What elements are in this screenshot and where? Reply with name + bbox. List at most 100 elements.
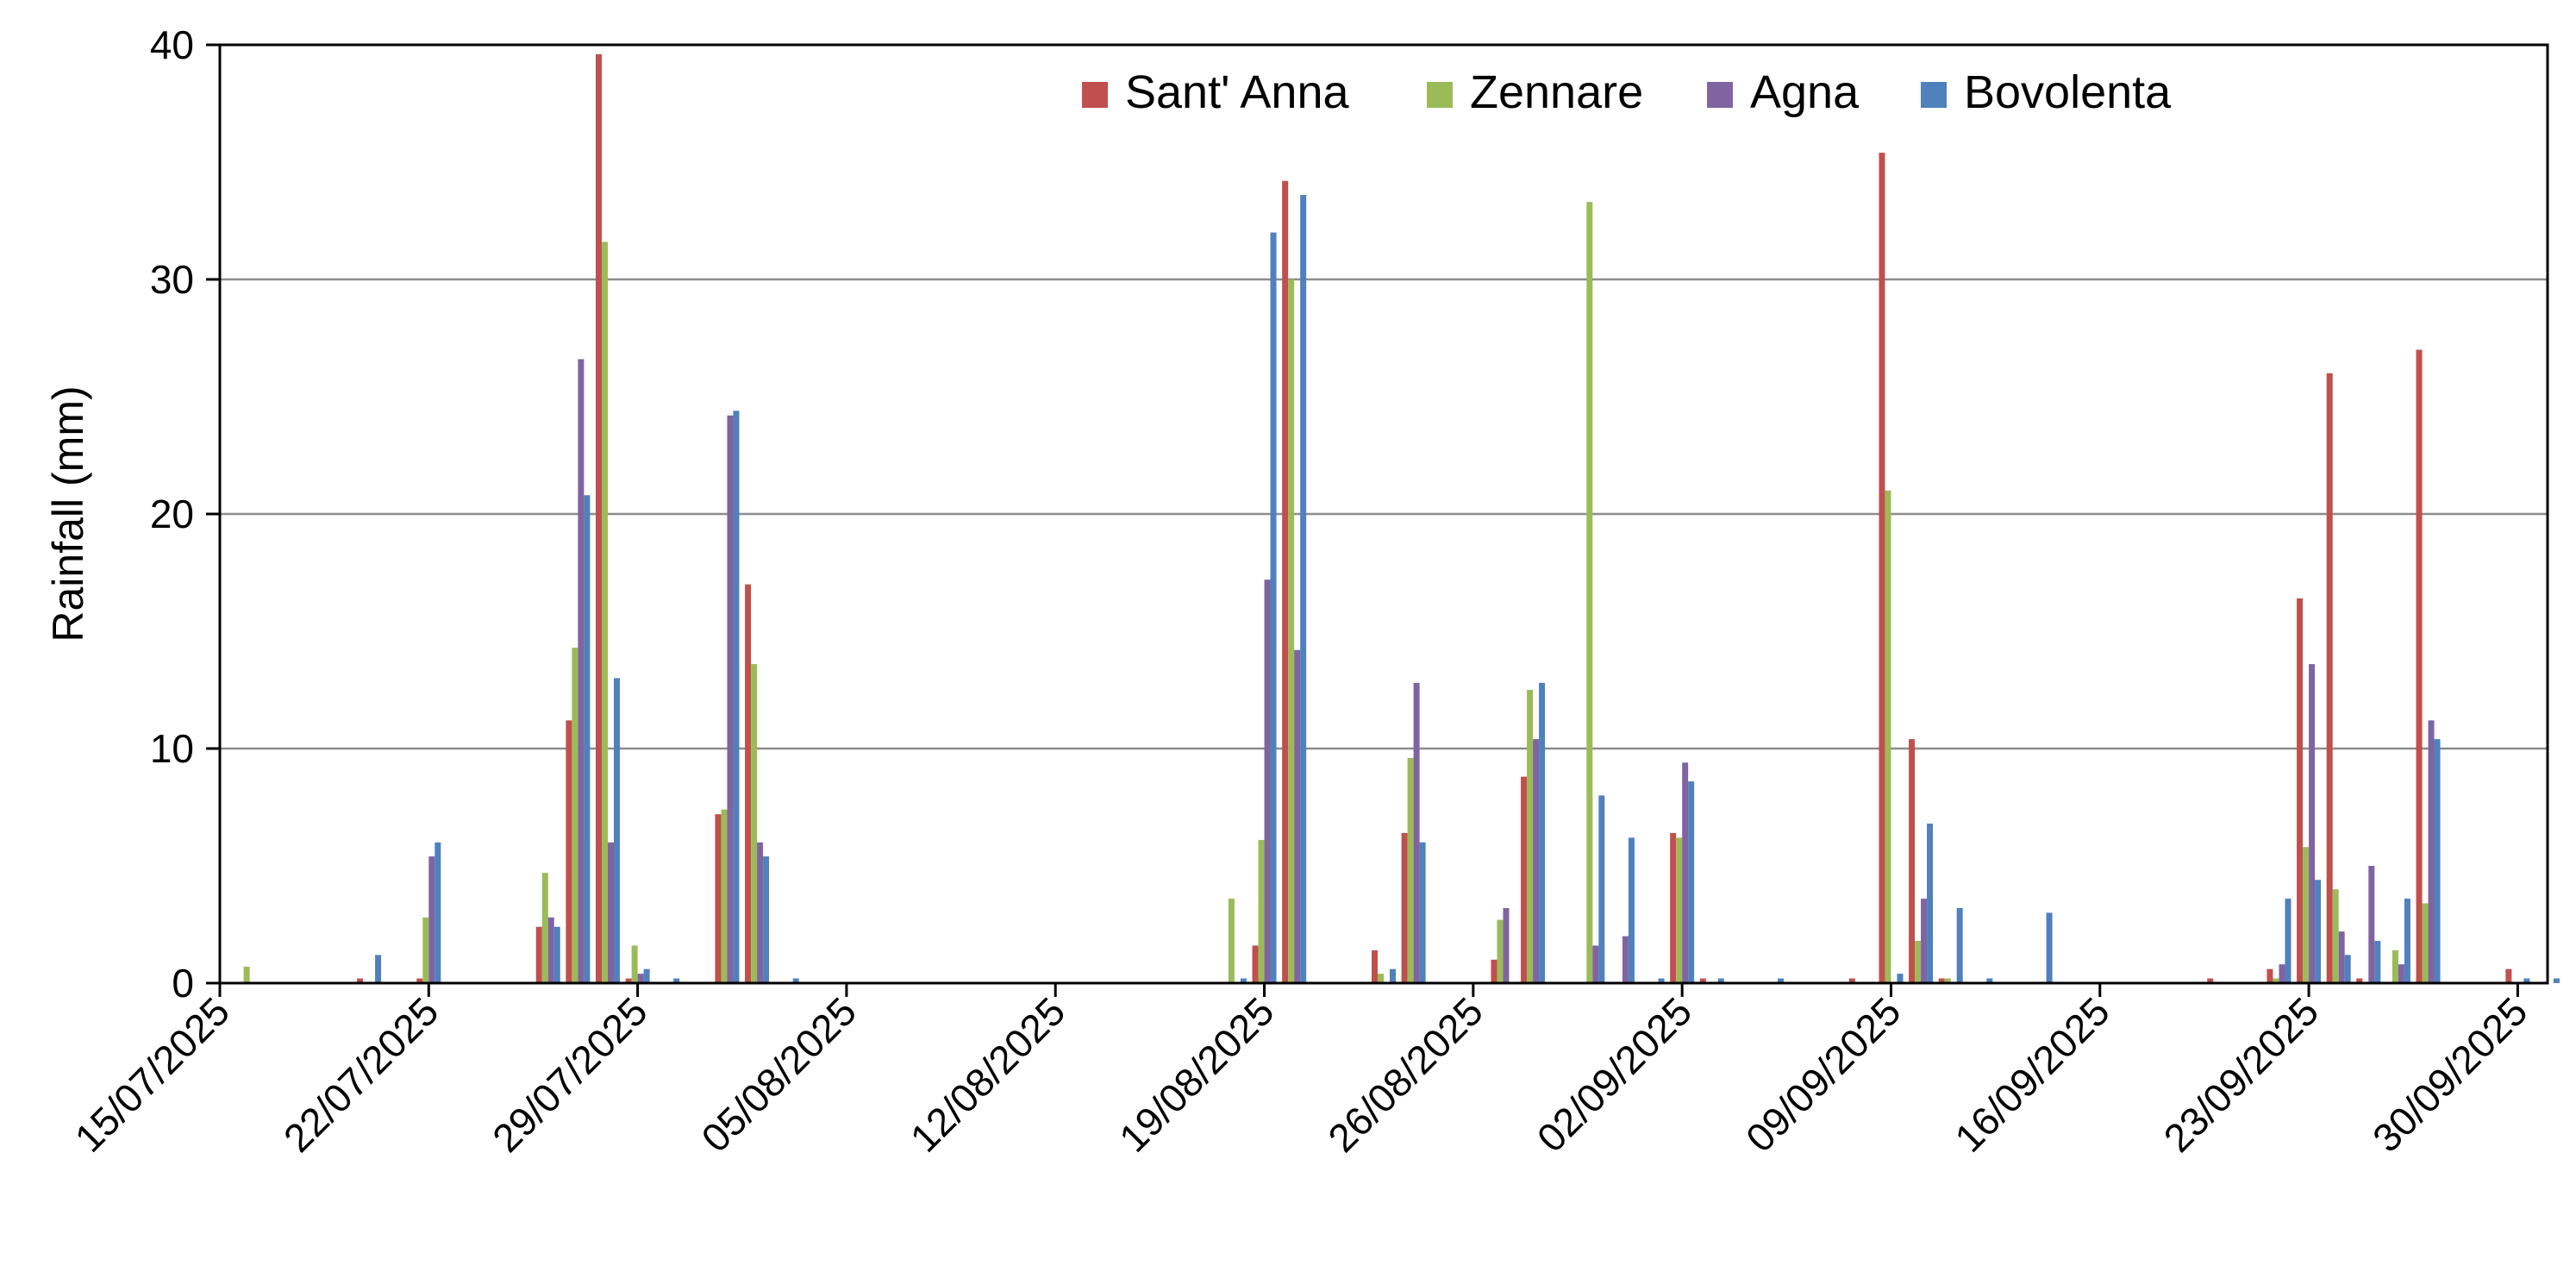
bar-bovolenta — [1658, 978, 1665, 983]
bar-bovolenta — [1270, 232, 1277, 984]
bar-zennare — [1586, 202, 1593, 984]
bar-bovolenta — [1897, 974, 1904, 983]
bar-zennare — [721, 809, 728, 983]
bar-bovolenta — [1419, 842, 1426, 983]
bar-zennare — [1288, 279, 1295, 983]
bar-bovolenta — [1986, 978, 1993, 983]
bar-bovolenta — [792, 978, 799, 983]
bar-zennare — [2273, 978, 2279, 983]
bar-bovolenta — [1539, 682, 1546, 983]
bar-bovolenta — [1717, 978, 1724, 983]
bar-agna — [2398, 964, 2404, 983]
bar-sant-anna — [1401, 832, 1408, 983]
bar-bovolenta — [2315, 880, 2322, 983]
bar-bovolenta — [1240, 978, 1247, 983]
bar-agna — [1503, 907, 1510, 983]
y-tick-label: 40 — [150, 22, 194, 67]
bar-zennare — [541, 873, 548, 983]
bar-sant-anna — [1848, 978, 1855, 983]
bar-sant-anna — [2207, 978, 2214, 983]
bar-zennare — [1944, 978, 1951, 983]
bar-agna — [547, 917, 554, 983]
bar-zennare — [2422, 903, 2429, 983]
legend-swatch-agna — [1707, 82, 1733, 108]
legend: Sant' Anna Zennare Agna Bovolenta — [1082, 66, 2172, 118]
bar-sant-anna — [625, 978, 632, 983]
bar-sant-anna — [2356, 978, 2363, 983]
bar-bovolenta — [584, 495, 591, 983]
bar-sant-anna — [1879, 153, 1885, 983]
legend-swatch-zennare — [1427, 82, 1453, 108]
bar-bovolenta — [614, 678, 620, 983]
bar-sant-anna — [357, 978, 364, 983]
bar-bovolenta — [733, 410, 740, 983]
bar-zennare — [602, 241, 608, 984]
y-tick-label: 30 — [150, 257, 194, 302]
bar-zennare — [1407, 757, 1414, 983]
legend-label-bovolenta: Bovolenta — [1964, 66, 2172, 118]
bar-bovolenta — [435, 842, 441, 983]
bar-sant-anna — [566, 720, 572, 983]
bar-bovolenta — [1956, 907, 1963, 983]
bars — [243, 53, 2560, 984]
bar-zennare — [2332, 889, 2339, 983]
bar-agna — [608, 842, 614, 983]
bar-agna — [727, 415, 734, 983]
bar-zennare — [1915, 941, 1922, 983]
bar-sant-anna — [416, 978, 423, 983]
bar-bovolenta — [2046, 912, 2053, 983]
bar-zennare — [631, 945, 638, 983]
y-axis-ticks: 0 10 20 30 40 — [150, 22, 220, 1006]
bar-zennare — [1885, 490, 1891, 983]
bar-sant-anna — [2326, 373, 2333, 983]
bar-agna — [1622, 936, 1629, 983]
bar-agna — [578, 359, 585, 984]
bar-bovolenta — [2434, 739, 2441, 983]
bar-agna — [757, 842, 764, 983]
bar-agna — [2368, 866, 2375, 983]
legend-label-agna: Agna — [1750, 66, 1860, 118]
bar-agna — [1592, 945, 1599, 983]
bar-sant-anna — [745, 584, 752, 983]
y-tick-label: 0 — [172, 961, 194, 1006]
bar-bovolenta — [1688, 781, 1695, 983]
bar-bovolenta — [1598, 795, 1605, 983]
bar-sant-anna — [1670, 832, 1677, 983]
bar-agna — [1921, 899, 1928, 983]
bar-bovolenta — [763, 856, 770, 983]
y-tick-label: 20 — [150, 492, 194, 536]
bar-zennare — [1228, 899, 1235, 983]
bar-sant-anna — [1282, 180, 1289, 983]
legend-label-sant-anna: Sant' Anna — [1125, 66, 1350, 118]
bar-agna — [428, 856, 435, 983]
bar-sant-anna — [2505, 968, 2512, 983]
bar-zennare — [1527, 690, 1534, 983]
bar-sant-anna — [1521, 776, 1528, 983]
bar-zennare — [1676, 837, 1683, 983]
bar-sant-anna — [2416, 349, 2423, 984]
bar-bovolenta — [1927, 824, 1934, 983]
bar-bovolenta — [375, 955, 382, 983]
bar-bovolenta — [643, 968, 650, 983]
bar-bovolenta — [1390, 968, 1396, 983]
bar-agna — [2338, 931, 2345, 983]
bar-bovolenta — [673, 978, 680, 983]
bar-sant-anna — [2267, 968, 2273, 983]
bar-bovolenta — [553, 926, 560, 983]
bar-sant-anna — [715, 814, 722, 983]
bar-bovolenta — [1628, 837, 1635, 983]
bar-zennare — [422, 917, 429, 983]
bar-bovolenta — [2404, 899, 2410, 983]
legend-swatch-bovolenta — [1921, 82, 1947, 108]
bar-bovolenta — [1300, 195, 1307, 983]
bar-zennare — [751, 664, 758, 983]
bar-bovolenta — [2285, 899, 2292, 983]
bar-zennare — [243, 966, 250, 983]
y-axis-title: Rainfall (mm) — [44, 385, 92, 642]
bar-agna — [1682, 762, 1689, 983]
bar-bovolenta — [2344, 955, 2351, 983]
y-tick-label: 10 — [150, 726, 194, 771]
bar-zennare — [1378, 974, 1384, 983]
bar-zennare — [1258, 840, 1265, 983]
